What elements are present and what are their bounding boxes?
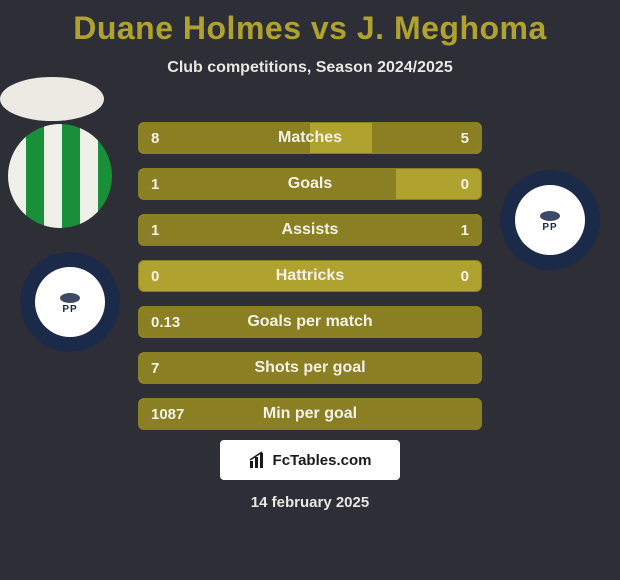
player-left-photo bbox=[8, 124, 112, 228]
footer-brand-text: FcTables.com bbox=[273, 452, 372, 469]
club-badge-left: PP bbox=[20, 252, 120, 352]
subtitle: Club competitions, Season 2024/2025 bbox=[0, 59, 620, 77]
comparison-card: Duane Holmes vs J. Meghoma Club competit… bbox=[0, 0, 620, 580]
stat-row: 1087Min per goal bbox=[138, 398, 482, 430]
lamb-icon bbox=[56, 290, 84, 304]
stat-label: Goals bbox=[139, 175, 481, 193]
stat-row: 7Shots per goal bbox=[138, 352, 482, 384]
badge-inner: PP bbox=[35, 267, 105, 337]
badge-ring: PP bbox=[20, 252, 120, 352]
stat-row: 11Assists bbox=[138, 214, 482, 246]
badge-text: PP bbox=[62, 304, 77, 315]
lamb-icon bbox=[536, 208, 564, 222]
chart-icon bbox=[249, 451, 267, 469]
stat-label: Goals per match bbox=[139, 313, 481, 331]
stat-row: 10Goals bbox=[138, 168, 482, 200]
stat-label: Assists bbox=[139, 221, 481, 239]
club-badge-right: PP bbox=[500, 170, 600, 270]
stat-label: Hattricks bbox=[139, 267, 481, 285]
badge-inner: PP bbox=[515, 185, 585, 255]
badge-ring: PP bbox=[500, 170, 600, 270]
jersey-graphic bbox=[8, 124, 112, 228]
player-right-photo bbox=[0, 77, 104, 121]
stat-label: Shots per goal bbox=[139, 359, 481, 377]
stat-label: Matches bbox=[139, 129, 481, 147]
stat-row: 85Matches bbox=[138, 122, 482, 154]
stats-container: 85Matches 10Goals 11Assists 00Hattricks 0.13… bbox=[138, 122, 482, 444]
stat-row: 00Hattricks bbox=[138, 260, 482, 292]
stat-row: 0.13Goals per match bbox=[138, 306, 482, 338]
footer-date: 14 february 2025 bbox=[0, 494, 620, 511]
stat-label: Min per goal bbox=[139, 405, 481, 423]
footer-brand[interactable]: FcTables.com bbox=[220, 440, 400, 480]
page-title: Duane Holmes vs J. Meghoma bbox=[0, 0, 620, 47]
badge-text: PP bbox=[542, 222, 557, 233]
